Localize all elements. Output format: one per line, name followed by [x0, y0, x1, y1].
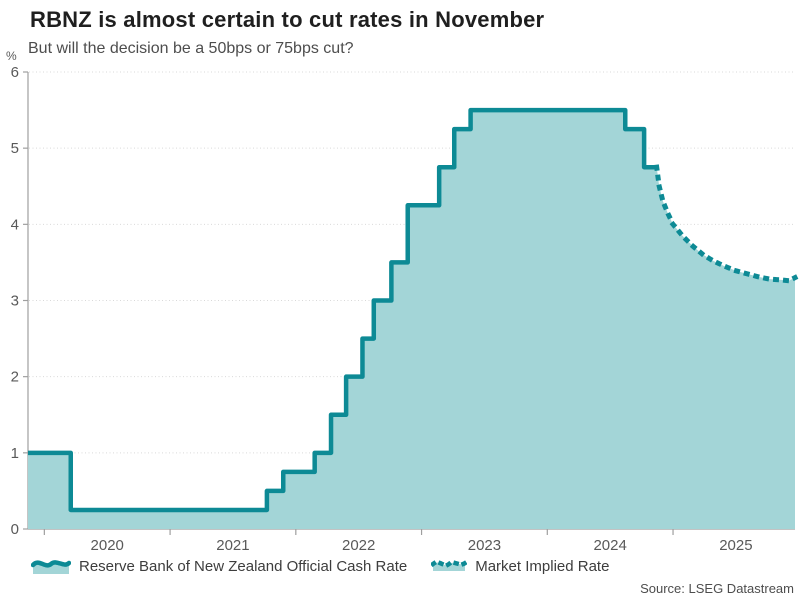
x-tick-label: 2022: [342, 537, 375, 552]
x-tick-label: 2024: [593, 537, 626, 552]
ocr-area-fill: [28, 110, 795, 529]
y-tick-label: 2: [11, 369, 19, 386]
ocr-series-legend-icon: [31, 560, 71, 574]
legend: Reserve Bank of New Zealand Official Cas…: [31, 556, 609, 576]
y-tick-label: 5: [11, 140, 19, 157]
x-tick-label: 2025: [719, 537, 752, 552]
legend-item-ocr: Reserve Bank of New Zealand Official Cas…: [31, 556, 407, 576]
y-tick-label: 4: [11, 216, 19, 233]
legend-item-implied: Market Implied Rate: [431, 556, 609, 576]
x-tick-label: 2021: [216, 537, 249, 552]
legend-label-ocr: Reserve Bank of New Zealand Official Cas…: [79, 557, 408, 575]
y-axis-unit-label: %: [6, 49, 17, 63]
source-credit: Source: LSEG Datastream: [640, 581, 794, 596]
x-tick-label: 2020: [91, 537, 124, 552]
x-tick-label: 2023: [468, 537, 501, 552]
implied-series-legend-icon: [431, 559, 468, 571]
chart-title: RBNZ is almost certain to cut rates in N…: [30, 7, 545, 32]
y-tick-label: 1: [11, 445, 19, 462]
y-tick-label: 0: [11, 521, 19, 538]
ocr-step-line: [28, 107, 657, 513]
y-tick-label: 3: [11, 293, 19, 310]
implied-dotted-line: [653, 164, 799, 284]
chart-subtitle: But will the decision be a 50bps or 75bp…: [28, 40, 354, 57]
legend-label-implied: Market Implied Rate: [475, 557, 610, 575]
plot-area: 0 1 2 3 4 5 6 2020 2021 2022 2023 2024 2025%: [6, 49, 799, 552]
y-tick-label: 6: [11, 64, 19, 81]
